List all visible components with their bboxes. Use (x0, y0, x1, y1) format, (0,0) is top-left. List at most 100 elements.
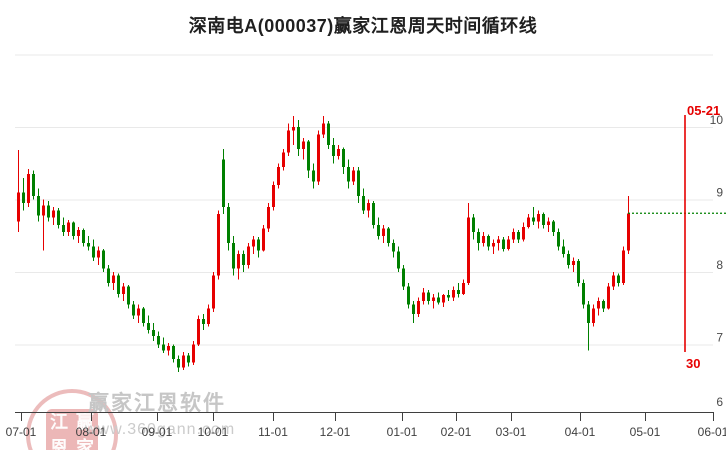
candlestick-body (207, 308, 210, 325)
candlestick-body (462, 282, 465, 294)
candlestick-body (577, 261, 580, 283)
candlestick-body (157, 335, 160, 345)
candlestick-body (237, 253, 240, 269)
candlestick-body (432, 297, 435, 301)
candlestick-body (352, 170, 355, 182)
candlestick-body (187, 355, 190, 363)
candlestick-body (42, 205, 45, 216)
candlestick-body (442, 295, 445, 303)
candlestick-body (92, 246, 95, 258)
candlestick-body (547, 221, 550, 225)
x-tick-label: 06-01 (698, 425, 726, 439)
candlestick-body (117, 275, 120, 294)
candlestick-body (87, 243, 90, 247)
candlestick-body (192, 344, 195, 363)
candlestick-body (347, 166, 350, 182)
candlestick-body (337, 148, 340, 156)
candlestick-body (162, 344, 165, 351)
candlestick-body (202, 319, 205, 325)
candlestick-body (602, 301, 605, 309)
candlestick-body (517, 232, 520, 240)
candlestick-body (132, 304, 135, 316)
candlestick-body (537, 214, 540, 222)
candlestick-body (312, 170, 315, 182)
candlestick-body (307, 141, 310, 171)
y-tick-label: 8 (716, 258, 723, 272)
candlestick-body (102, 250, 105, 269)
candlestick-body (52, 210, 55, 218)
candlestick-body (542, 214, 545, 225)
candlestick-body (152, 330, 155, 336)
candlestick-body (257, 239, 260, 251)
candlestick-body (27, 174, 30, 204)
candlestick-body (317, 134, 320, 182)
candlestick-body (327, 123, 330, 146)
candlestick-body (302, 141, 305, 149)
candlestick-body (412, 304, 415, 315)
candlestick-body (612, 275, 615, 287)
candlestick-body (627, 213, 630, 251)
y-tick-label: 10 (710, 113, 724, 127)
candlestick-body (287, 130, 290, 153)
candlestick-body (467, 217, 470, 283)
candlestick-body (452, 290, 455, 298)
candlestick-body (502, 239, 505, 249)
candlestick-body (167, 345, 170, 351)
x-tick-label: 07-01 (6, 425, 37, 439)
candlestick-body (72, 222, 75, 236)
candlestick-body (607, 286, 610, 309)
candlestick-body (397, 251, 400, 269)
candlestick-body (427, 292, 430, 301)
candlestick-body (392, 243, 395, 252)
candlestick-body (372, 203, 375, 225)
y-tick-label: 7 (716, 331, 723, 345)
candlestick-body (297, 127, 300, 149)
candlestick-body (562, 246, 565, 254)
candlestick-body (22, 192, 25, 204)
candlestick-body (532, 217, 535, 222)
candlestick-body (587, 304, 590, 323)
candlestick-body (622, 250, 625, 283)
candlestick-body (507, 239, 510, 249)
x-tick-label: 04-01 (565, 425, 596, 439)
candlestick-body (212, 275, 215, 309)
candlestick-body (127, 286, 130, 305)
candlestick-body (567, 253, 570, 265)
y-axis-labels: 10 9 8 7 6 (710, 113, 724, 409)
candlestick-body (482, 235, 485, 243)
candlestick-body (477, 232, 480, 243)
candlestick-body (177, 359, 180, 368)
x-tick-label: 12-01 (320, 425, 351, 439)
candlestick-body (457, 290, 460, 294)
candlestick-body (407, 286, 410, 305)
x-axis (15, 412, 714, 421)
candlestick-body (332, 145, 335, 156)
candlestick-body (197, 319, 200, 345)
candlestick-body (487, 235, 490, 247)
candlestick-body (37, 195, 40, 216)
x-tick-label: 08-01 (76, 425, 107, 439)
candlestick-body (277, 166, 280, 185)
candlestick-body (47, 205, 50, 218)
cycle-line-date-label: 05-21 (687, 103, 721, 118)
candlestick-body (617, 275, 620, 283)
candlestick-body (292, 127, 295, 131)
candlestick-body (417, 301, 420, 315)
candlestick-body (387, 228, 390, 243)
x-tick-label: 05-01 (630, 425, 661, 439)
candlestick-body (32, 174, 35, 196)
candlestick-body (67, 222, 70, 233)
page-title: 深南电A(000037)赢家江恩周天时间循环线 (188, 16, 538, 36)
x-axis-labels: 07-01 08-01 09-01 10-01 11-01 12-01 01-01 02-01… (6, 425, 726, 439)
candlestick-body (62, 224, 65, 233)
candlestick-body (497, 239, 500, 243)
candles (17, 116, 630, 373)
candlestick-body (222, 159, 225, 207)
candlestick-body (362, 195, 365, 211)
candlestick-body (107, 268, 110, 283)
candlestick-body (472, 217, 475, 233)
candlestick-body (322, 123, 325, 135)
cycle-line-count-label: 30 (686, 356, 701, 371)
